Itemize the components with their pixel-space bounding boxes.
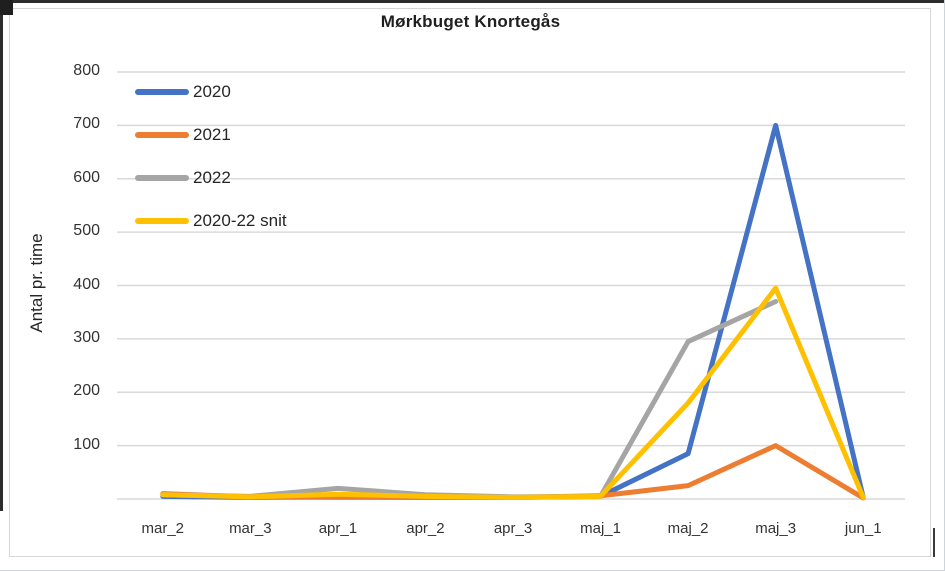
window-edge-corner: [0, 0, 13, 15]
y-tick-label-200: 200: [73, 382, 100, 400]
legend-label: 2020: [193, 82, 231, 101]
y-tick-label-100: 100: [73, 435, 100, 453]
legend-swatch-icon: [135, 89, 189, 95]
x-tick-label-maj_2: maj_2: [667, 520, 709, 537]
series-line-2021: [160, 443, 866, 501]
x-tick-label-maj_1: maj_1: [580, 520, 621, 537]
legend-label: 2022: [193, 168, 231, 187]
y-tick-label-300: 300: [73, 328, 100, 346]
legend-label: 2020-22 snit: [193, 211, 287, 230]
y-tick-label-700: 700: [73, 115, 100, 133]
window-edge-top: [0, 0, 945, 3]
series-line-2022: [160, 299, 779, 500]
series-line-2020-22-snit: [160, 285, 866, 500]
window-edge-left: [0, 0, 3, 511]
y-tick-label-600: 600: [73, 168, 100, 186]
x-tick-label-maj_3: maj_3: [755, 520, 797, 537]
legend-item-2021: 2021: [135, 124, 287, 146]
y-tick-label-400: 400: [73, 275, 100, 293]
legend: 2020 2021 2022 2020-22 snit: [135, 81, 287, 253]
legend-swatch-icon: [135, 132, 189, 138]
chart-frame: [9, 8, 931, 557]
x-tick-label-jun_1: jun_1: [844, 520, 882, 537]
stray-cursor-mark: [933, 528, 935, 557]
y-tick-label-800: 800: [73, 62, 100, 79]
legend-swatch-icon: [135, 218, 189, 224]
legend-item-2020-22-snit: 2020-22 snit: [135, 210, 287, 232]
x-tick-label-apr_2: apr_2: [406, 520, 445, 537]
legend-swatch-icon: [135, 175, 189, 181]
legend-label: 2021: [193, 125, 231, 144]
y-tick-label-500: 500: [73, 222, 100, 240]
x-tick-label-mar_2: mar_2: [141, 520, 185, 537]
legend-item-2022: 2022: [135, 167, 287, 189]
x-tick-label-apr_3: apr_3: [493, 520, 533, 537]
x-tick-label-apr_1: apr_1: [318, 520, 358, 537]
chart-title: Mørkbuget Knortegås: [380, 12, 561, 31]
x-tick-label-mar_3: mar_3: [229, 520, 272, 537]
legend-item-2020: 2020: [135, 81, 287, 103]
